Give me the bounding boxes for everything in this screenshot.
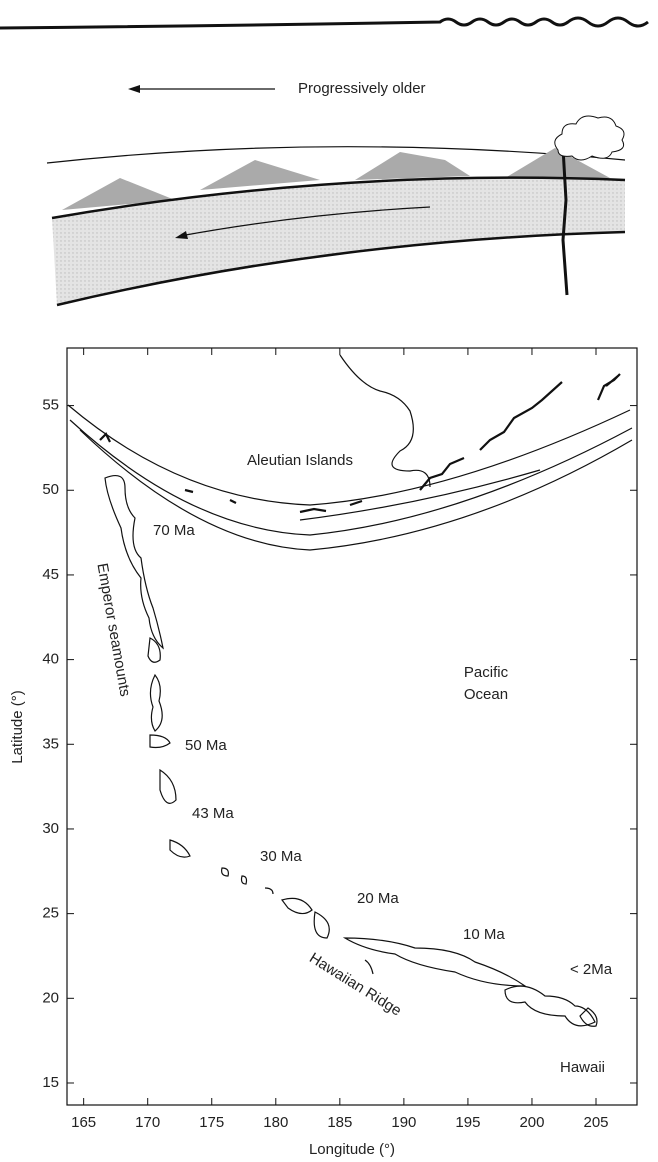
y-tick-label: 40 <box>42 651 59 668</box>
map-label: 30 Ma <box>260 848 302 865</box>
sea-surface <box>46 146 626 164</box>
x-axis-label: Longitude (°) <box>309 1141 395 1158</box>
islands <box>99 373 621 514</box>
arrowhead <box>128 85 140 93</box>
plate-diagram: Progressively older <box>0 16 649 307</box>
y-tick-label: 30 <box>42 820 59 837</box>
y-tick-label: 50 <box>42 481 59 498</box>
y-tick-label: 45 <box>42 566 59 583</box>
map-label: 50 Ma <box>185 737 227 754</box>
y-tick-label: 35 <box>42 735 59 752</box>
x-tick-label: 200 <box>519 1114 544 1131</box>
eruption-cloud <box>554 115 625 161</box>
diagram-label: Progressively older <box>298 80 426 97</box>
hawaiian-chain <box>221 867 598 1027</box>
map-label: Pacific <box>464 664 509 681</box>
map-label: Emperor seamounts <box>93 562 133 698</box>
y-tick-label: 15 <box>42 1074 59 1091</box>
surface-line <box>0 16 649 30</box>
map <box>66 347 638 1106</box>
y-tick-label: 55 <box>42 397 59 414</box>
map-label: 70 Ma <box>153 522 195 539</box>
contour <box>69 419 633 536</box>
plate-arrow <box>179 206 431 237</box>
y-tick-label: 25 <box>42 905 59 922</box>
map-label: 10 Ma <box>463 926 505 943</box>
x-tick-label: 165 <box>71 1114 96 1131</box>
plate <box>52 177 625 305</box>
x-tick-label: 175 <box>199 1114 224 1131</box>
plume <box>561 147 569 296</box>
contour <box>79 429 633 551</box>
x-tick-label: 185 <box>327 1114 352 1131</box>
x-tick-label: 170 <box>135 1114 160 1131</box>
y-axis-label: Latitude (°) <box>9 690 26 764</box>
plate-bottom <box>56 230 626 307</box>
x-tick-label: 190 <box>391 1114 416 1131</box>
map-label: Hawaiian Ridge <box>306 950 404 1020</box>
alaska-coast <box>339 354 431 488</box>
contour <box>67 404 631 506</box>
map-label: Aleutian Islands <box>247 452 353 469</box>
plate-top <box>51 176 626 220</box>
x-tick-label: 180 <box>263 1114 288 1131</box>
contour <box>299 469 541 521</box>
y-tick-label: 20 <box>42 989 59 1006</box>
x-tick-label: 205 <box>583 1114 608 1131</box>
volcanoes <box>62 148 610 210</box>
map-label: 20 Ma <box>357 890 399 907</box>
seamount <box>104 475 164 650</box>
map-label: Ocean <box>464 686 508 703</box>
map-label: 43 Ma <box>192 805 234 822</box>
map-label: Hawaii <box>560 1059 605 1076</box>
map-frame <box>66 347 638 1106</box>
arrowhead <box>175 231 188 239</box>
x-tick-label: 195 <box>455 1114 480 1131</box>
seamount <box>147 637 191 858</box>
map-label: < 2Ma <box>570 961 613 978</box>
